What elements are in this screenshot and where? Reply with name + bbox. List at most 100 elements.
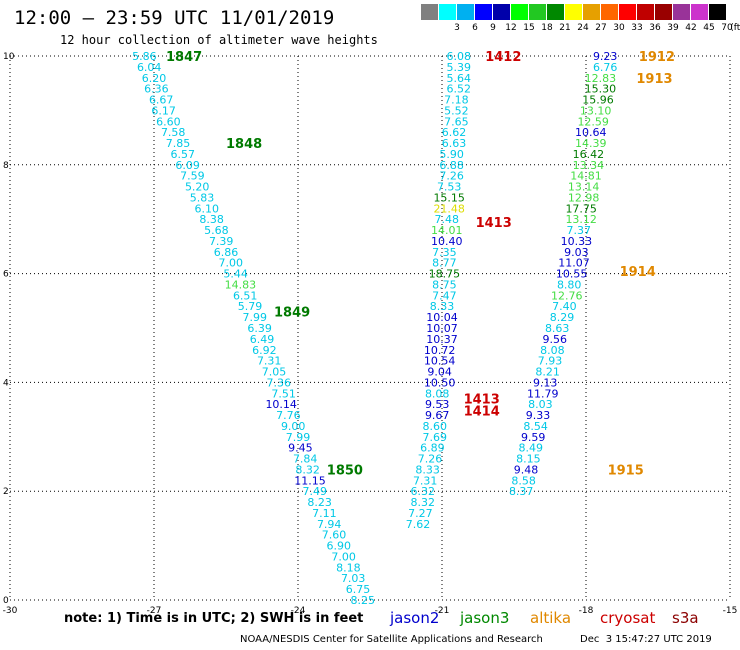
wave-height-label: 7.31 (413, 474, 438, 487)
wave-height-label: 7.27 (408, 507, 433, 520)
legend-label: 45 (703, 23, 715, 33)
wave-height-label: 8.49 (519, 442, 544, 455)
wave-height-label: 6.67 (149, 94, 174, 107)
wave-height-label: 6.75 (346, 583, 371, 596)
wave-height-label: 6.63 (442, 137, 467, 150)
wave-height-label: 6.17 (151, 104, 176, 117)
wave-height-label: 15.96 (582, 94, 614, 107)
legend-swatch (493, 4, 511, 20)
satellite-altika: altika (530, 609, 572, 627)
satellite-cryosat: cryosat (600, 609, 656, 627)
wave-height-label: 8.63 (545, 322, 570, 335)
wave-height-label: 9.59 (521, 431, 546, 444)
wave-height-label: 7.65 (444, 115, 469, 128)
legend-swatch (547, 4, 565, 20)
wave-height-label: 7.37 (567, 224, 592, 237)
wave-height-label: 8.21 (535, 366, 560, 379)
wave-height-label: 13.10 (580, 104, 612, 117)
wave-height-label: 7.48 (435, 213, 460, 226)
page-subtitle: 12 hour collection of altimeter wave hei… (60, 33, 378, 47)
legend-swatch (619, 4, 637, 20)
wave-height-label: 14.01 (431, 224, 463, 237)
satellite-s3a: s3a (672, 609, 699, 627)
wave-height-label: 16.42 (573, 148, 605, 161)
wave-height-label: 6.62 (442, 126, 467, 139)
y-tick-label: 0 (3, 596, 9, 606)
track-id-label: 1412 (485, 50, 521, 65)
legend-label: 70 (721, 23, 733, 33)
wave-height-label: 17.75 (565, 202, 597, 215)
wave-height-label: 10.64 (575, 126, 607, 139)
wave-height-label: 9.48 (514, 463, 539, 476)
legend-label: 33 (631, 23, 643, 33)
wave-height-label: 8.08 (540, 344, 565, 357)
wave-height-label: 7.47 (432, 289, 457, 302)
wave-height-label: 6.89 (420, 442, 445, 455)
wave-height-label: 7.76 (276, 409, 301, 422)
wave-height-label: 8.03 (528, 398, 553, 411)
wave-height-label: 7.39 (209, 235, 234, 248)
x-tick-label: -21 (435, 606, 450, 616)
wave-height-label: 7.99 (243, 311, 268, 324)
legend-swatch (457, 4, 475, 20)
wave-height-label: 6.20 (142, 72, 167, 85)
track-id-label: 1847 (166, 50, 202, 65)
page-title: 12:00 — 23:59 UTC 11/01/2019 (14, 7, 335, 29)
y-tick-label: 2 (3, 487, 9, 497)
satellite-jason2: jason2 (390, 609, 440, 627)
wave-height-label: 5.20 (185, 181, 210, 194)
track-id-label: 1914 (620, 265, 656, 280)
wave-height-label: 18.75 (429, 268, 461, 281)
legend-swatch (583, 4, 601, 20)
wave-height-label: 8.25 (351, 594, 376, 607)
wave-height-label: 7.69 (423, 431, 448, 444)
wave-height-label: 7.26 (439, 170, 464, 183)
wave-height-label: 7.40 (552, 300, 577, 313)
wave-height-label: 7.05 (262, 366, 287, 379)
legend-swatch (439, 4, 457, 20)
legend-swatch (673, 4, 691, 20)
track-id-label: 1413 (464, 393, 500, 408)
legend-label: 21 (559, 23, 571, 33)
wave-height-label: 6.88 (439, 159, 464, 172)
wave-height-label: 8.58 (511, 474, 536, 487)
wave-height-label: 11.15 (294, 474, 326, 487)
legend-label: 6 (472, 23, 478, 33)
wave-height-label: 9.04 (427, 366, 452, 379)
wave-height-label: 9.03 (564, 246, 589, 259)
wave-height-label: 7.94 (317, 518, 342, 531)
wave-height-label: 5.79 (238, 300, 263, 313)
wave-height-label: 7.99 (286, 431, 311, 444)
wave-height-label: 8.37 (509, 485, 534, 498)
wave-height-label: 15.15 (433, 191, 465, 204)
wave-height-label: 8.33 (430, 300, 455, 313)
legend-label: 3 (454, 23, 460, 33)
wave-height-label: 9.00 (281, 420, 306, 433)
wave-height-label: 7.84 (293, 453, 318, 466)
wave-height-label: 8.60 (423, 420, 448, 433)
wave-height-label: 9.23 (593, 50, 618, 63)
y-tick-label: 6 (3, 270, 9, 280)
wave-height-label: 9.53 (425, 398, 450, 411)
x-tick-label: -15 (723, 606, 738, 616)
generated-timestamp: Dec 3 15:47:27 UTC 2019 (580, 634, 712, 645)
wave-height-label: 5.86 (132, 50, 157, 63)
legend-swatch (565, 4, 583, 20)
wave-height-label: 13.12 (565, 213, 597, 226)
wave-height-label: 7.53 (437, 181, 462, 194)
wave-height-label: 5.44 (223, 268, 248, 281)
wave-height-label: 7.03 (341, 572, 366, 585)
wave-height-label: 8.32 (411, 496, 436, 509)
legend-swatch (709, 4, 727, 20)
wave-height-label: 6.39 (247, 322, 272, 335)
satellite-jason3: jason3 (460, 609, 510, 627)
wave-height-label: 7.11 (312, 507, 337, 520)
wave-height-label: 8.15 (516, 453, 541, 466)
wave-height-label: 8.54 (523, 420, 548, 433)
wave-height-label: 6.36 (144, 83, 169, 96)
wave-height-label: 10.33 (561, 235, 593, 248)
wave-height-label: 6.57 (171, 148, 196, 161)
wave-height-label: 7.00 (219, 257, 244, 270)
legend-label: 9 (490, 23, 496, 33)
